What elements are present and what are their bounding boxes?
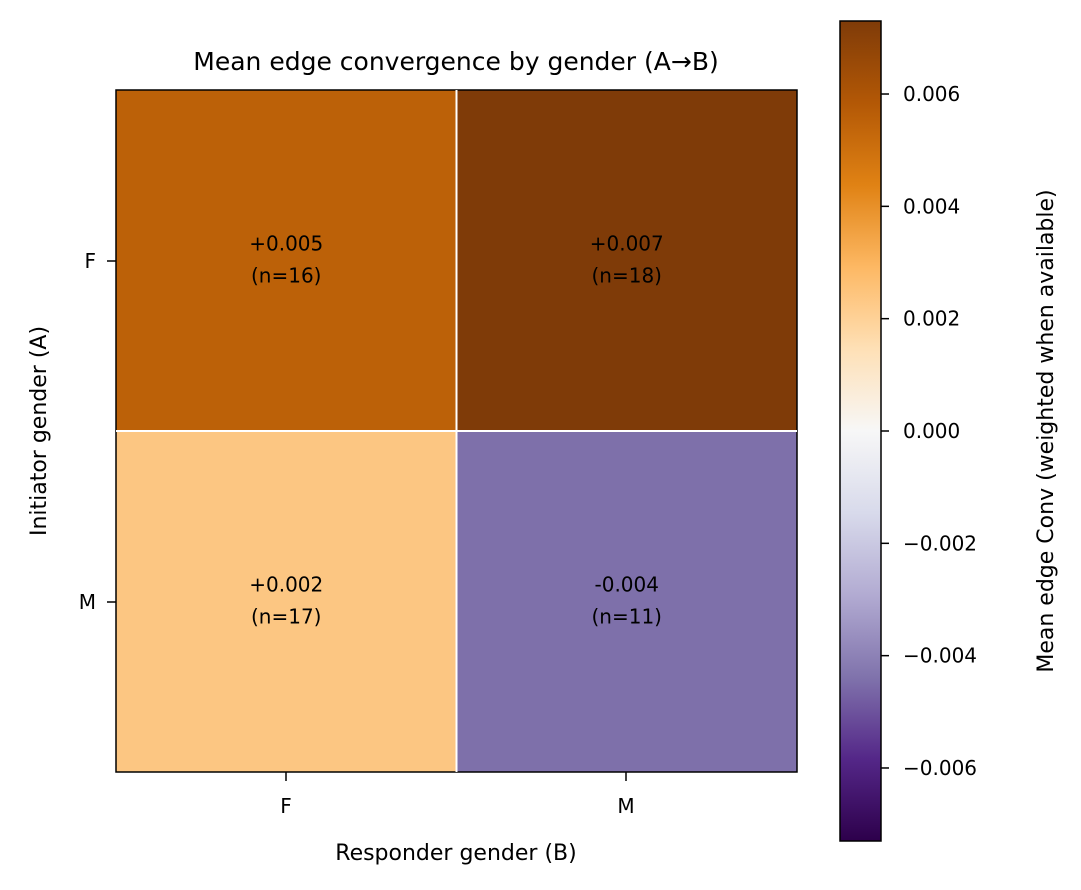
x-tick-label-m: M (617, 794, 634, 818)
colorbar-gradient (839, 20, 882, 842)
colorbar-tick-label: 0.002 (903, 307, 960, 331)
heatmap-cell-m-m (456, 431, 797, 772)
y-axis: F M (79, 249, 116, 614)
y-tick-label-m: M (79, 590, 96, 614)
cell-value-label-f-f: +0.005 (249, 232, 323, 256)
colorbar-tick-label: 0.000 (903, 419, 960, 443)
heatmap-cells: +0.005 (n=16) +0.007 (n=18) +0.002 (n=17) -0.0… (116, 90, 797, 772)
x-axis: F M (280, 772, 635, 818)
cell-count-label-m-f: (n=17) (251, 605, 322, 629)
colorbar: 0.006 0.004 0.002 0.000 −0.002 −0.004 −0.006 M… (839, 20, 1059, 842)
x-axis-label: Responder gender (B) (335, 841, 576, 866)
heatmap-cell-f-m (456, 90, 797, 431)
cell-value-label-m-m: -0.004 (595, 573, 659, 597)
colorbar-tick-label: −0.002 (903, 531, 977, 555)
colorbar-tick-label: −0.004 (903, 644, 977, 668)
cell-value-label-f-m: +0.007 (590, 232, 664, 256)
colorbar-tick-label: 0.004 (903, 194, 960, 218)
colorbar-tick-label: −0.006 (903, 756, 977, 780)
cell-count-label-f-f: (n=16) (251, 264, 322, 288)
chart-title: Mean edge convergence by gender (A→B) (193, 47, 718, 76)
colorbar-label: Mean edge Conv (weighted when available) (1034, 189, 1059, 672)
cell-count-label-f-m: (n=18) (592, 264, 663, 288)
heatmap-cell-m-f (116, 431, 457, 772)
x-tick-label-f: F (280, 794, 292, 818)
cell-count-label-m-m: (n=11) (592, 605, 663, 629)
y-tick-label-f: F (84, 249, 96, 273)
cell-value-label-m-f: +0.002 (249, 573, 323, 597)
colorbar-tick-label: 0.006 (903, 82, 960, 106)
heatmap-cell-f-f (116, 90, 457, 431)
y-axis-label: Initiator gender (A) (27, 326, 52, 536)
colorbar-ticks: 0.006 0.004 0.002 0.000 −0.002 −0.004 −0.006 (881, 82, 977, 780)
